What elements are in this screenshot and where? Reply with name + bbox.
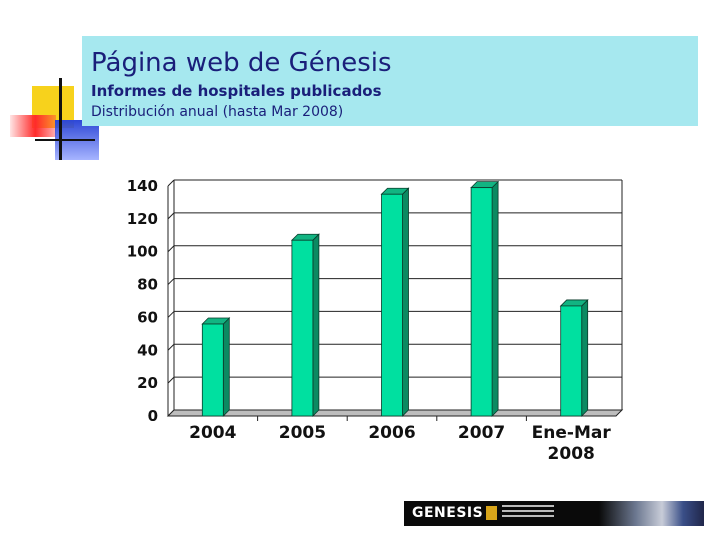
society-emblem-icon xyxy=(486,506,497,520)
bar-side xyxy=(581,298,589,417)
medical-photo xyxy=(599,501,704,526)
decorative-horizontal-line xyxy=(35,139,95,141)
y-tick-label: 0 xyxy=(148,407,158,425)
gridline-depth xyxy=(167,212,175,220)
x-tick-label: 2007 xyxy=(458,423,505,443)
bar xyxy=(201,323,224,417)
gridline-depth xyxy=(167,311,175,318)
gridline-depth xyxy=(167,179,175,187)
x-tick-label: 2005 xyxy=(279,423,326,443)
slide-subtitle: Informes de hospitales publicados xyxy=(91,82,382,100)
x-tick-label: 2008 xyxy=(548,444,595,464)
bar-side xyxy=(222,317,230,417)
gridline-depth xyxy=(167,343,175,351)
x-tick-label: 2006 xyxy=(368,423,415,443)
bar xyxy=(381,193,403,417)
gridline-depth xyxy=(167,245,175,253)
y-tick-label: 120 xyxy=(127,210,158,228)
x-tick-label: Ene-Mar xyxy=(532,423,612,443)
decorative-red-block xyxy=(10,115,56,137)
bar xyxy=(470,187,493,417)
genesis-logo-banner: GENESIS xyxy=(404,501,704,526)
y-tick-label: 60 xyxy=(137,308,158,326)
decorative-vertical-line xyxy=(59,78,62,160)
gridline-depth xyxy=(167,278,175,285)
header-band: Página web de Génesis Informes de hospit… xyxy=(82,36,698,126)
society-name-lines xyxy=(502,505,554,507)
y-tick-label: 100 xyxy=(127,243,158,261)
bar-side xyxy=(402,187,409,417)
y-tick-label: 40 xyxy=(137,341,158,359)
bar-side xyxy=(491,180,499,417)
y-tick-label: 140 xyxy=(127,177,158,195)
slide-title: Página web de Génesis xyxy=(91,48,392,78)
x-tick-label: 2004 xyxy=(189,423,236,443)
bar xyxy=(291,239,314,417)
bar-side xyxy=(312,233,320,417)
y-tick-label: 80 xyxy=(137,276,158,294)
y-tick-label: 20 xyxy=(137,374,158,392)
bar xyxy=(560,305,583,417)
gridline-depth xyxy=(167,376,175,384)
genesis-logo-text: GENESIS xyxy=(412,505,484,521)
slide-subtitle-detail: Distribución anual (hasta Mar 2008) xyxy=(91,104,344,120)
